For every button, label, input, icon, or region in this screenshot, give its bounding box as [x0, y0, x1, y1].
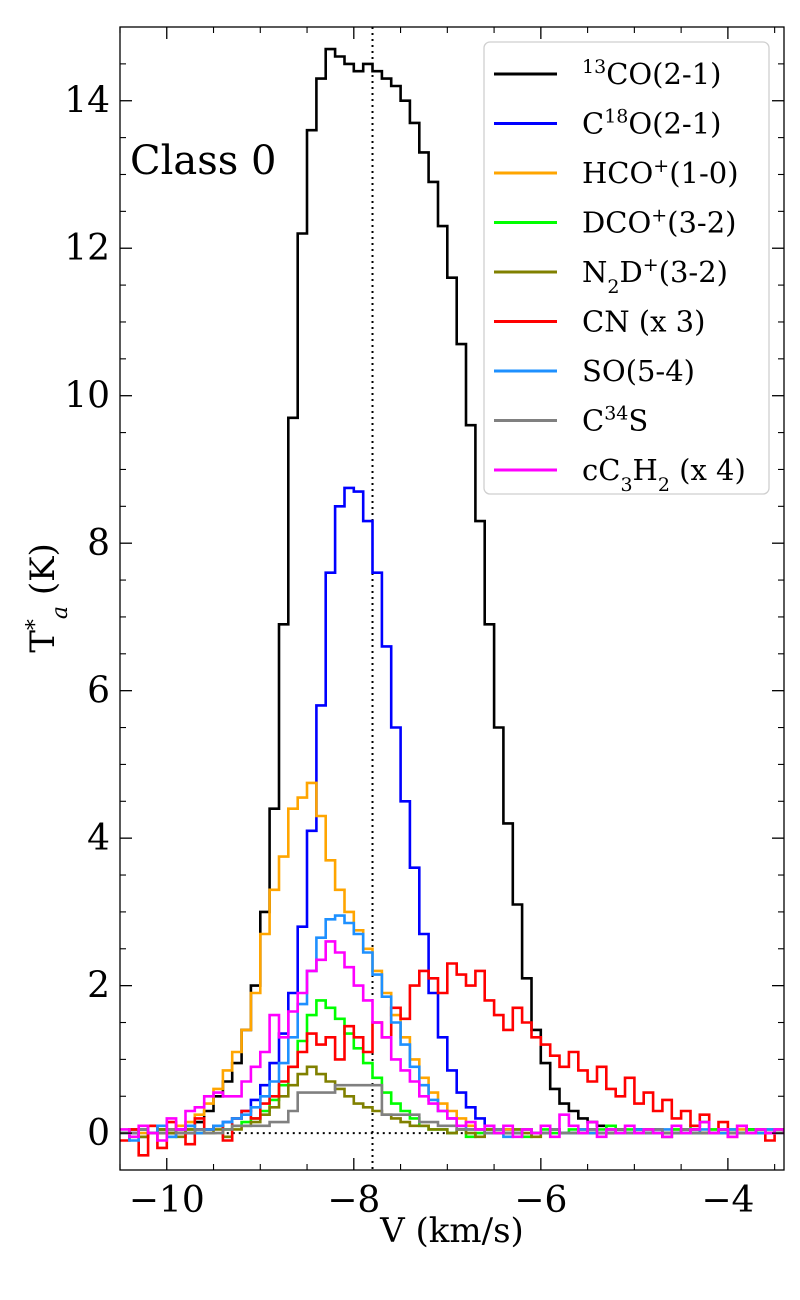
plot-frame — [119, 26, 785, 1171]
legend: 13CO(2-1) C18O(2-1) HCO+(1-0) DCO+(3-2) N2D+… — [483, 41, 770, 496]
y-tick-label: 14 — [64, 81, 110, 122]
x-tick-label: −8 — [327, 1180, 380, 1221]
reference-lines — [166, 27, 728, 1170]
legend-label-1: C18O(2-1) — [582, 106, 722, 141]
y-tick-label: 0 — [87, 1113, 110, 1154]
legend-label-7: C34S — [582, 403, 648, 438]
series-group — [120, 47, 784, 1157]
y-tick-label: 6 — [87, 671, 110, 712]
legend-label-6: SO(5-4) — [582, 354, 695, 388]
legend-box — [483, 41, 770, 495]
ticks-group: −10 −8 −6 −4 0 2 4 6 8 10 12 14 — [64, 27, 784, 1221]
y-tick-label: 10 — [64, 376, 110, 417]
y-tick-label: 8 — [87, 523, 110, 564]
y-tick-label: 2 — [87, 966, 110, 1007]
legend-label-8: cC3H2 (x 4) — [582, 453, 746, 496]
x-tick-label: −10 — [129, 1180, 205, 1221]
legend-label-2: HCO+(1-0) — [582, 155, 739, 190]
legend-label-3: DCO+(3-2) — [582, 205, 736, 240]
x-tick-label: −4 — [701, 1180, 754, 1221]
series-line-8 — [120, 940, 784, 1142]
x-tick-label: −6 — [514, 1180, 567, 1221]
legend-label-5: CN (x 3) — [582, 305, 705, 339]
y-tick-label: 4 — [87, 818, 110, 859]
class-annotation: Class 0 — [130, 138, 276, 184]
y-tick-label: 12 — [64, 228, 110, 269]
legend-label-0: 13CO(2-1) — [582, 56, 721, 91]
legend-label-4: N2D+(3-2) — [582, 254, 728, 298]
x-axis-label: V (km/s) — [379, 1211, 524, 1251]
